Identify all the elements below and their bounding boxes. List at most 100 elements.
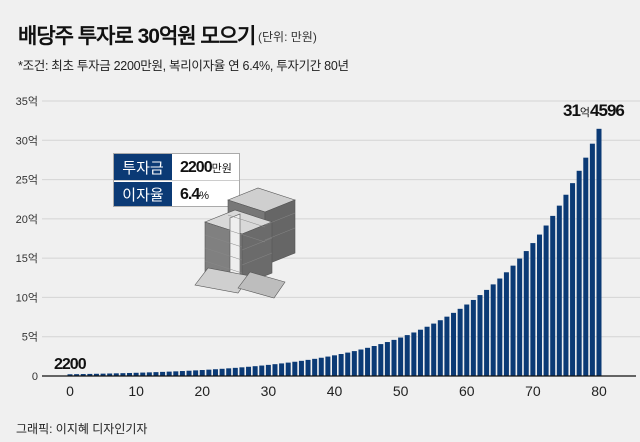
bar bbox=[503, 272, 509, 376]
bar bbox=[351, 351, 357, 376]
bar bbox=[318, 357, 324, 376]
bar bbox=[417, 329, 423, 376]
x-tick-label: 0 bbox=[66, 383, 74, 399]
bar bbox=[563, 194, 569, 376]
bar bbox=[596, 128, 602, 376]
info-unit: % bbox=[199, 190, 210, 202]
bar bbox=[543, 225, 549, 376]
y-tick-label: 5억 bbox=[22, 331, 38, 344]
bar bbox=[378, 344, 384, 376]
bar bbox=[312, 358, 318, 376]
bar bbox=[477, 295, 483, 376]
end-eok-unit: 억 bbox=[579, 107, 591, 119]
bar bbox=[404, 335, 410, 376]
bar bbox=[437, 320, 443, 376]
bar bbox=[100, 373, 106, 376]
bar bbox=[67, 374, 73, 376]
bar bbox=[490, 284, 496, 376]
credit: 그래픽: 이지혜 디자인기자 bbox=[16, 422, 148, 436]
bar bbox=[523, 251, 529, 376]
bar bbox=[93, 373, 99, 376]
bar bbox=[107, 373, 113, 376]
bar bbox=[345, 352, 351, 376]
bar bbox=[259, 365, 265, 376]
bar bbox=[239, 367, 245, 376]
bar bbox=[431, 323, 437, 376]
bar bbox=[583, 157, 589, 376]
bar bbox=[232, 367, 238, 376]
bar bbox=[464, 304, 470, 376]
bar bbox=[206, 369, 212, 376]
bar bbox=[530, 243, 536, 376]
chart-title: 배당주 투자로 30억원 모으기 bbox=[18, 25, 256, 48]
bar bbox=[160, 371, 166, 376]
x-tick-label: 40 bbox=[327, 383, 343, 399]
bar bbox=[338, 354, 344, 376]
info-label: 이자율 bbox=[114, 181, 172, 206]
bar bbox=[186, 370, 192, 376]
bar bbox=[173, 371, 179, 376]
bar bbox=[285, 362, 291, 376]
y-tick-label: 10억 bbox=[16, 291, 38, 304]
info-value: 6.4 bbox=[180, 186, 200, 203]
bar bbox=[325, 356, 331, 376]
bar bbox=[398, 337, 404, 376]
info-value: 2200 bbox=[180, 159, 213, 176]
info-row-rate: 이자율 6.4% bbox=[114, 180, 239, 206]
bar bbox=[74, 374, 80, 376]
info-table: 투자금 2200 만원 이자율 6.4% bbox=[113, 153, 240, 207]
bar bbox=[470, 299, 476, 376]
bar bbox=[166, 371, 172, 376]
info-row-principal: 투자금 2200 만원 bbox=[114, 154, 239, 180]
bar bbox=[536, 234, 542, 376]
bar bbox=[411, 332, 417, 376]
x-tick-label: 30 bbox=[261, 383, 277, 399]
start-value-label: 2200 bbox=[54, 356, 87, 373]
bar bbox=[87, 373, 93, 376]
x-tick-label: 20 bbox=[194, 383, 210, 399]
bar bbox=[305, 359, 311, 376]
bar bbox=[444, 316, 450, 376]
bar bbox=[146, 372, 152, 376]
bar bbox=[193, 370, 199, 376]
end-eok: 31 bbox=[563, 101, 581, 120]
bar bbox=[497, 278, 503, 376]
x-tick-label: 80 bbox=[591, 383, 607, 399]
bar bbox=[80, 374, 86, 376]
bar bbox=[484, 289, 490, 376]
bar bbox=[292, 361, 298, 376]
bar bbox=[179, 371, 185, 376]
x-tick-label: 50 bbox=[393, 383, 409, 399]
bar bbox=[391, 339, 397, 376]
bar bbox=[457, 308, 463, 376]
end-value-label: 31억4596 bbox=[563, 101, 625, 121]
bar bbox=[384, 342, 390, 376]
bar bbox=[365, 347, 371, 376]
x-tick-label: 10 bbox=[128, 383, 144, 399]
bar bbox=[279, 363, 285, 376]
bar bbox=[424, 326, 430, 376]
bar bbox=[265, 364, 271, 376]
bar bbox=[219, 368, 225, 376]
bar bbox=[550, 215, 556, 376]
bar bbox=[570, 183, 576, 376]
bar bbox=[332, 355, 337, 376]
unit-note: (단위: 만원) bbox=[258, 30, 317, 44]
y-tick-label: 25억 bbox=[16, 174, 38, 187]
bar bbox=[140, 372, 146, 376]
bar bbox=[589, 143, 595, 376]
bar bbox=[272, 364, 278, 376]
bar bbox=[246, 366, 252, 376]
bar bbox=[199, 370, 205, 376]
y-tick-label: 30억 bbox=[16, 134, 38, 147]
x-tick-label: 60 bbox=[459, 383, 475, 399]
bar bbox=[358, 349, 364, 376]
bar bbox=[212, 369, 218, 376]
bar bbox=[133, 372, 139, 376]
x-tick-label: 70 bbox=[525, 383, 541, 399]
bar bbox=[451, 312, 457, 376]
bar bbox=[226, 368, 232, 376]
bar bbox=[371, 346, 377, 376]
end-man: 4596 bbox=[590, 101, 625, 120]
